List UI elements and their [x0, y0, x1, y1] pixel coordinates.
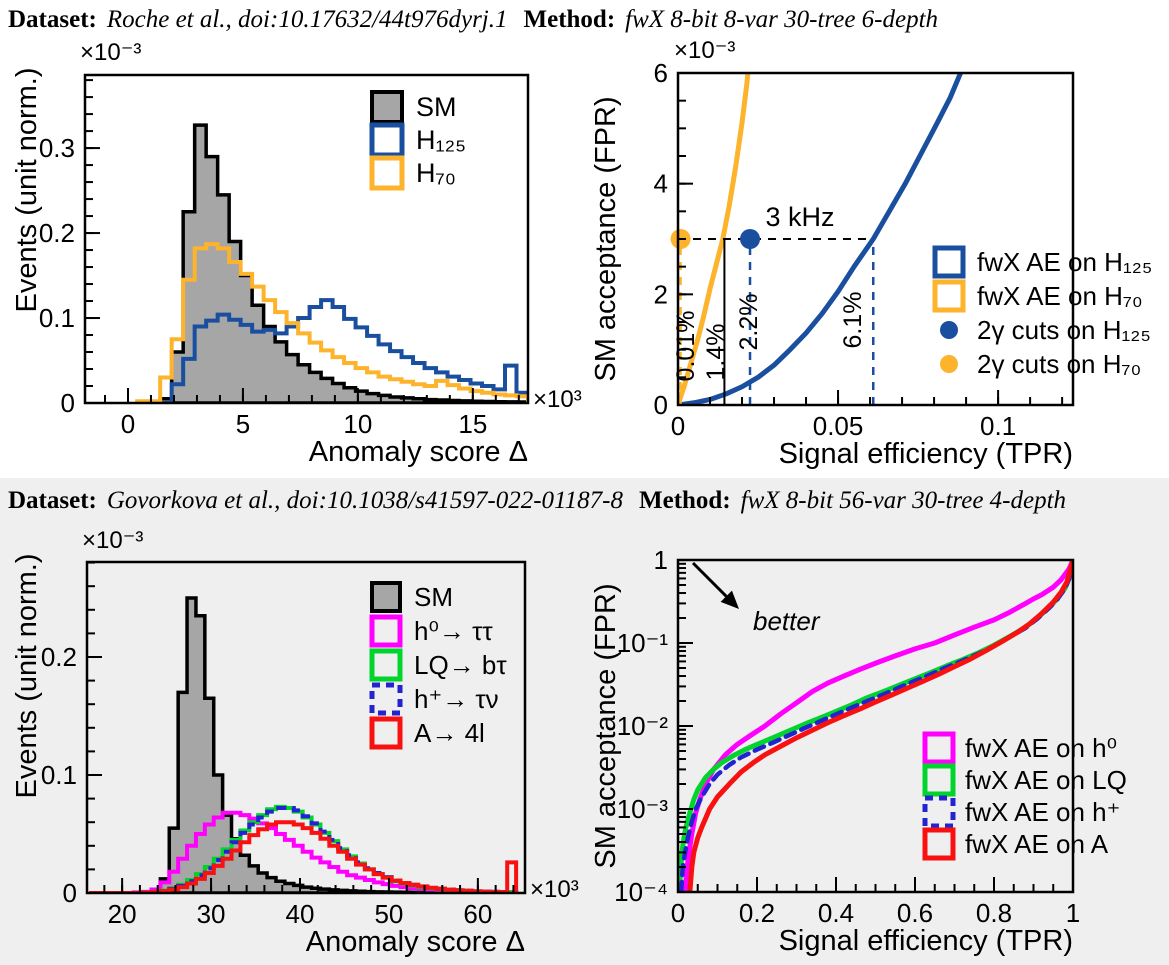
svg-text:20: 20	[108, 899, 137, 929]
svg-text:10⁻⁴: 10⁻⁴	[614, 877, 668, 907]
svg-text:0.4: 0.4	[818, 898, 854, 928]
svg-text:2γ cuts on H₇₀: 2γ cuts on H₇₀	[977, 349, 1141, 379]
svg-text:0.3: 0.3	[39, 133, 75, 163]
svg-text:Anomaly score Δ: Anomaly score Δ	[309, 436, 528, 468]
svg-text:0.1: 0.1	[41, 760, 77, 790]
svg-text:0.8: 0.8	[976, 898, 1012, 928]
svg-text:better: better	[753, 606, 821, 636]
svg-text:0: 0	[63, 878, 77, 908]
svg-text:fwX AE on h⁺: fwX AE on h⁺	[965, 797, 1120, 827]
dataset-value: Roche et al., doi:10.17632/44t976dyrj.1	[106, 6, 508, 33]
svg-text:0: 0	[671, 898, 685, 928]
svg-text:2: 2	[654, 279, 668, 309]
svg-text:1: 1	[654, 545, 668, 575]
svg-text:0.2: 0.2	[41, 642, 77, 672]
svg-text:fwX AE on A: fwX AE on A	[965, 829, 1109, 859]
svg-text:LQ→ bτ: LQ→ bτ	[414, 650, 507, 680]
header-dataset-roche: Dataset: Roche et al., doi:10.17632/44t9…	[8, 6, 938, 34]
method-value: fwX 8-bit 56-var 30-tree 4-depth	[740, 487, 1067, 514]
dataset-label: Dataset:	[8, 6, 97, 33]
svg-text:fwX AE on H₇₀: fwX AE on H₇₀	[977, 281, 1143, 311]
hist-anomaly-roche-series	[135, 123, 528, 403]
svg-text:×10⁻³: ×10⁻³	[80, 39, 141, 66]
svg-text:Anomaly score Δ: Anomaly score Δ	[306, 926, 525, 958]
svg-text:4: 4	[654, 169, 668, 199]
method-label: Method:	[523, 6, 616, 33]
roc-roche-series	[678, 73, 964, 405]
svg-text:10⁻¹: 10⁻¹	[617, 628, 669, 658]
roc-roche-legend: fwX AE on H₁₂₅ fwX AE on H₇₀ 2γ cuts on H₁…	[932, 245, 1152, 379]
svg-text:h⁰→ ττ: h⁰→ ττ	[414, 616, 493, 646]
svg-text:6: 6	[654, 58, 668, 88]
svg-text:Events (unit norm.): Events (unit norm.)	[11, 68, 43, 313]
svg-text:2.2%: 2.2%	[735, 294, 763, 351]
method-value: fwX 8-bit 8-var 30-tree 6-depth	[625, 6, 939, 33]
svg-text:0: 0	[654, 390, 668, 420]
svg-text:10⁻³: 10⁻³	[617, 794, 669, 824]
svg-text:3 kHz: 3 kHz	[765, 202, 834, 232]
svg-text:1: 1	[1066, 898, 1080, 928]
hist-anomaly-govorkova: 20 30 40 50 60 0 0.1 0.2 Anomaly score Δ Events (…	[11, 527, 579, 958]
svg-text:0: 0	[121, 409, 135, 439]
svg-text:SM: SM	[416, 92, 457, 122]
svg-text:×10⁻³: ×10⁻³	[82, 527, 143, 554]
svg-text:Events (unit norm.): Events (unit norm.)	[11, 554, 43, 799]
svg-text:fwX AE on H₁₂₅: fwX AE on H₁₂₅	[977, 247, 1152, 277]
svg-text:0.1: 0.1	[39, 303, 75, 333]
svg-text:40: 40	[286, 899, 315, 929]
svg-text:60: 60	[463, 899, 492, 929]
method-label: Method:	[639, 487, 731, 514]
dataset-value: Govorkova et al., doi:10.1038/s41597-022…	[106, 487, 623, 514]
hist-anomaly-govorkova-legend: SM h⁰→ ττ LQ→ bτ h⁺→ τν A→ 4l	[369, 581, 507, 750]
svg-text:10⁻²: 10⁻²	[617, 711, 669, 741]
svg-text:×10³: ×10³	[530, 876, 579, 903]
svg-text:0.1: 0.1	[980, 411, 1016, 441]
svg-text:h⁺→ τν: h⁺→ τν	[414, 684, 499, 714]
svg-text:SM acceptance (FPR): SM acceptance (FPR)	[590, 96, 622, 381]
svg-text:50: 50	[374, 899, 403, 929]
roc-govorkova-series	[678, 560, 1073, 892]
svg-text:30: 30	[197, 899, 226, 929]
svg-text:H₇₀: H₇₀	[416, 158, 456, 188]
svg-text:Signal efficiency (TPR): Signal efficiency (TPR)	[779, 438, 1073, 470]
header-dataset-govorkova: Dataset: Govorkova et al., doi:10.1038/s…	[8, 487, 1066, 515]
svg-text:fwX AE on LQ: fwX AE on LQ	[965, 765, 1127, 795]
svg-text:0: 0	[61, 388, 75, 418]
svg-text:×10³: ×10³	[533, 386, 582, 413]
svg-text:10: 10	[343, 409, 372, 439]
dataset-label: Dataset:	[8, 487, 97, 514]
svg-text:1.4%: 1.4%	[702, 324, 730, 381]
hist-anomaly-roche: 0 5 10 15 0 0.1 0.2 0.3 Anomaly score Δ Events (u…	[11, 39, 582, 468]
svg-text:6.1%: 6.1%	[839, 292, 867, 349]
svg-text:SM acceptance (FPR): SM acceptance (FPR)	[590, 583, 622, 868]
svg-text:0.2: 0.2	[739, 898, 775, 928]
svg-text:5: 5	[236, 409, 250, 439]
svg-text:H₁₂₅: H₁₂₅	[416, 125, 466, 155]
svg-text:×10⁻³: ×10⁻³	[674, 37, 735, 64]
svg-text:15: 15	[458, 409, 487, 439]
svg-text:A→ 4l: A→ 4l	[414, 718, 485, 748]
svg-text:fwX AE on h⁰: fwX AE on h⁰	[965, 733, 1117, 763]
svg-text:Signal efficiency (TPR): Signal efficiency (TPR)	[779, 925, 1073, 957]
svg-text:0.2: 0.2	[39, 218, 75, 248]
svg-text:0.05: 0.05	[813, 411, 864, 441]
svg-text:0.6: 0.6	[897, 898, 933, 928]
svg-text:0: 0	[671, 411, 685, 441]
svg-text:2γ cuts on H₁₂₅: 2γ cuts on H₁₂₅	[977, 315, 1151, 345]
svg-text:SM: SM	[414, 582, 453, 612]
